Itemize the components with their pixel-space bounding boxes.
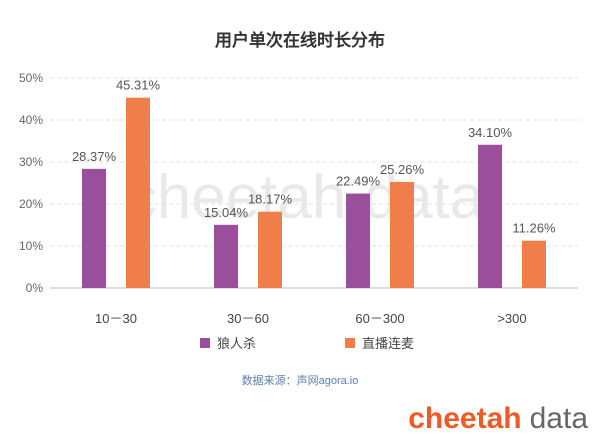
y-tick-label: 20% — [19, 197, 43, 211]
logo-cheetah: cheetah — [408, 402, 521, 435]
legend-swatch-series-1 — [200, 338, 210, 348]
legend-label-series-1: 狼人杀 — [217, 336, 256, 351]
x-tick-label: 60－300 — [355, 311, 404, 326]
y-tick-label: 50% — [19, 71, 43, 85]
bar-series-1-3 — [346, 193, 370, 288]
data-label: 11.26% — [512, 221, 556, 236]
bar-series-2-3 — [390, 181, 414, 288]
y-tick-label: 30% — [19, 155, 43, 169]
y-tick-label: 0% — [26, 281, 44, 295]
data-label: 28.37% — [72, 149, 117, 164]
x-axis: 10－30 30－60 60－300 >300 — [95, 311, 527, 326]
data-label: 15.04% — [204, 205, 249, 220]
bars: 28.37% 45.31% 15.04%18.17% 22.49%25.26% 34.1… — [72, 78, 556, 288]
data-label: 45.31% — [116, 78, 161, 93]
x-tick-label: >300 — [497, 311, 526, 326]
data-label: 18.17% — [248, 192, 293, 207]
source-note: 数据来源：声网agora.io — [242, 373, 359, 387]
chart-title: 用户单次在线时长分布 — [215, 30, 385, 50]
legend-swatch-series-2 — [345, 338, 355, 348]
logo-data: data — [530, 402, 589, 435]
data-label: 25.26% — [380, 162, 425, 177]
x-tick-label: 10－30 — [95, 311, 137, 326]
y-axis: 0% 10% 20% 30% 40% 50% — [19, 71, 43, 295]
bar-series-2-4 — [522, 240, 546, 288]
y-tick-label: 10% — [19, 239, 43, 253]
data-label: 22.49% — [336, 174, 381, 189]
bar-series-2-2 — [258, 211, 282, 288]
bar-series-1-4 — [478, 144, 502, 288]
watermark: cheetah data — [126, 163, 485, 232]
bar-series-1-2 — [214, 224, 238, 288]
x-tick-label: 30－60 — [227, 311, 269, 326]
y-tick-label: 40% — [19, 113, 43, 127]
legend-label-series-2: 直播连麦 — [362, 336, 414, 351]
bar-series-2-1 — [126, 97, 150, 288]
data-label: 34.10% — [468, 125, 513, 140]
bar-series-1-1 — [82, 168, 106, 288]
brand-logo: cheetah data — [408, 402, 588, 435]
legend: 狼人杀 直播连麦 — [200, 336, 414, 351]
